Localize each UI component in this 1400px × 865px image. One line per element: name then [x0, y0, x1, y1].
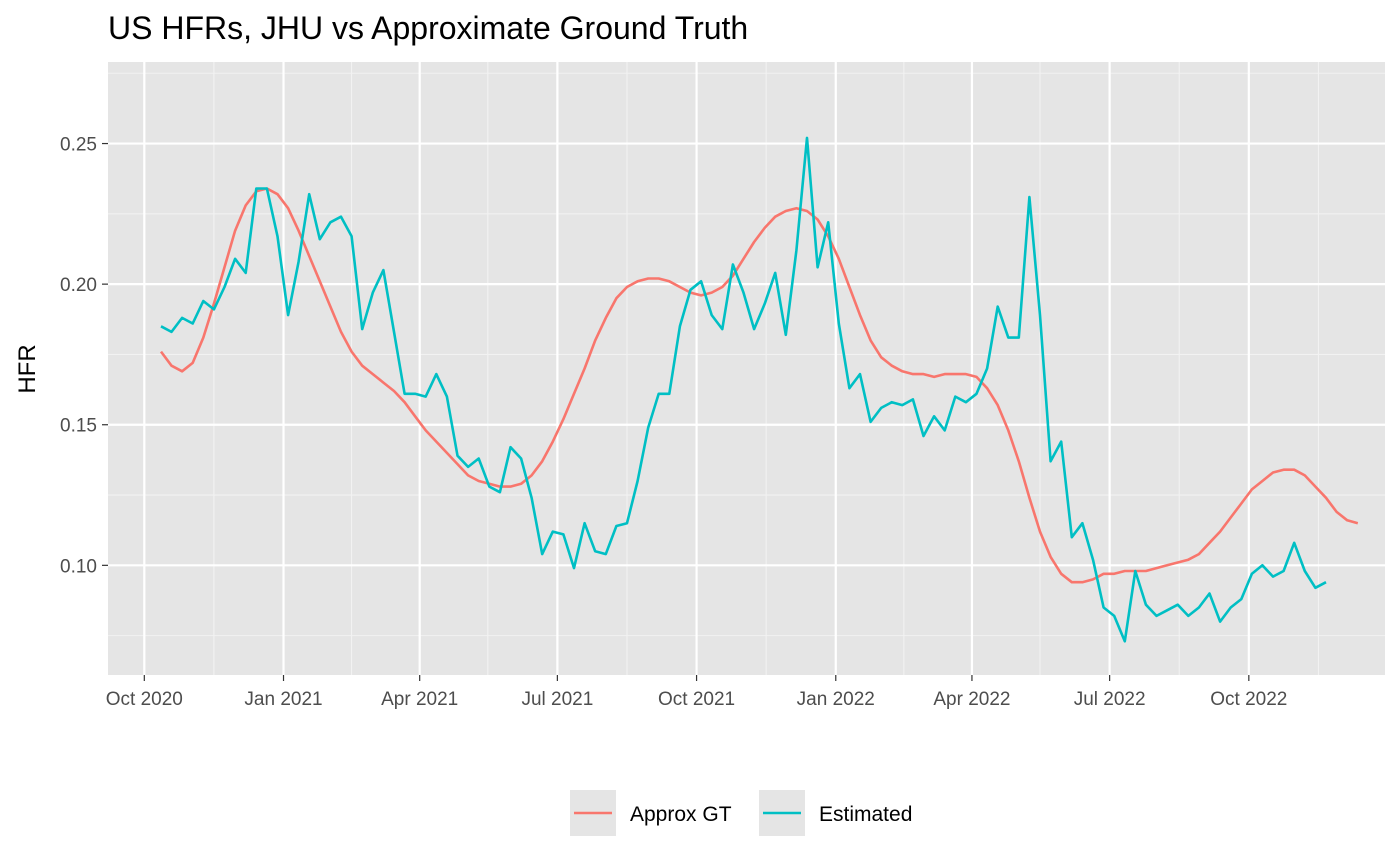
legend: Approx GT Estimated — [570, 790, 912, 836]
legend-label-estimated: Estimated — [819, 803, 912, 826]
minor-grid — [108, 62, 1385, 675]
legend-item-estimated: Estimated — [759, 790, 912, 836]
y-axis-title: HFR — [14, 344, 41, 393]
x-tick-label: Apr 2022 — [933, 689, 1010, 710]
y-tick-label: 0.10 — [60, 556, 97, 577]
y-tick-label: 0.25 — [60, 135, 97, 156]
series-lines — [159, 136, 1359, 643]
x-tick-label: Oct 2022 — [1210, 689, 1287, 710]
series-line-approx-gt — [159, 187, 1359, 584]
x-tick-label: Oct 2021 — [658, 689, 735, 710]
x-tick-label: Jul 2021 — [521, 689, 593, 710]
legend-item-approx-gt: Approx GT — [570, 790, 732, 836]
y-axis: 0.10 0.15 0.20 0.25 — [60, 135, 108, 577]
x-axis: Oct 2020 Jan 2021 Apr 2021 Jul 2021 Oct 2021… — [106, 675, 1287, 710]
x-tick-label: Jul 2022 — [1074, 689, 1146, 710]
x-tick-label: Oct 2020 — [106, 689, 183, 710]
x-tick-label: Jan 2022 — [797, 689, 875, 710]
series-line-estimated — [160, 136, 1327, 643]
x-tick-label: Jan 2021 — [244, 689, 322, 710]
y-tick-label: 0.15 — [60, 416, 97, 437]
plot-panel — [108, 62, 1385, 675]
legend-label-approx-gt: Approx GT — [630, 803, 732, 826]
major-grid — [108, 62, 1385, 675]
x-tick-label: Apr 2021 — [381, 689, 458, 710]
y-tick-label: 0.20 — [60, 275, 97, 296]
chart-title: US HFRs, JHU vs Approximate Ground Truth — [108, 10, 748, 46]
